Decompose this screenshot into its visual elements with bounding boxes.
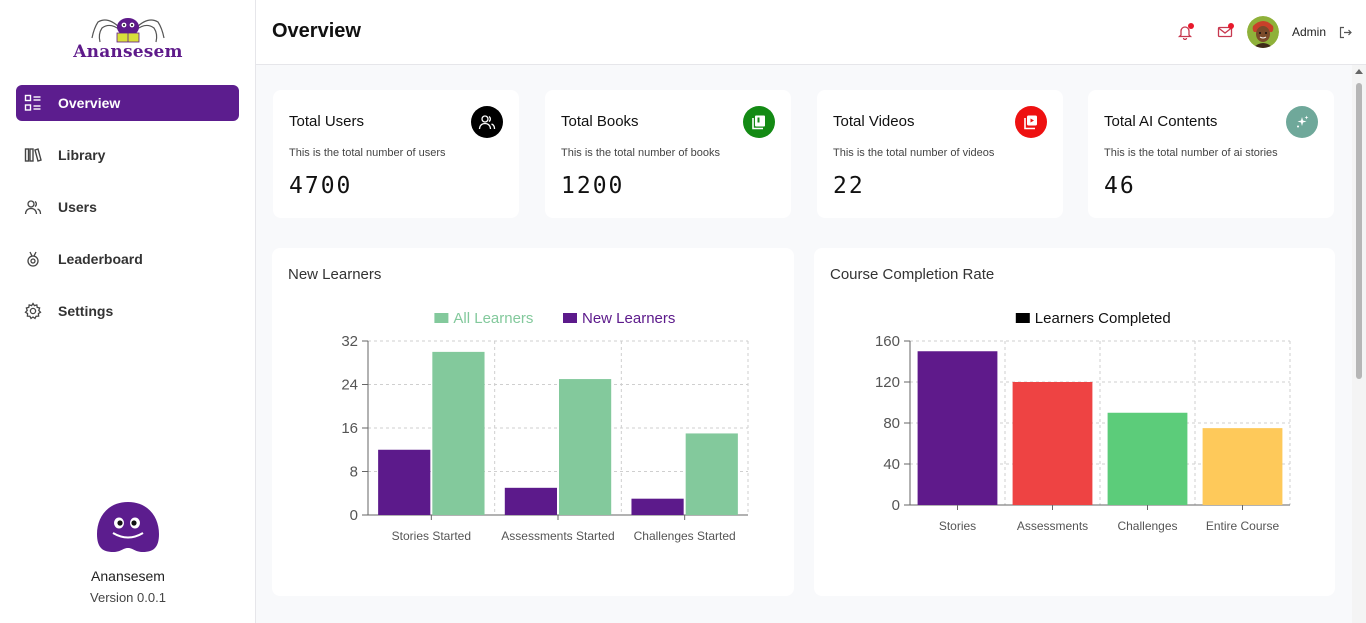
- sidebar-item-leaderboard[interactable]: Leaderboard: [16, 241, 239, 277]
- sidebar-item-label: Library: [58, 147, 106, 163]
- messages-button[interactable]: [1215, 22, 1235, 42]
- card-description: This is the total number of videos: [833, 147, 995, 159]
- scrollbar-thumb[interactable]: [1356, 83, 1362, 379]
- library-icon: [24, 146, 42, 164]
- video-icon: [1015, 106, 1047, 138]
- sparkle-icon: [1286, 106, 1318, 138]
- bar: [1012, 382, 1093, 505]
- completion-panel: Course Completion Rate Learners Complete…: [814, 248, 1335, 596]
- mascot-icon: [95, 500, 161, 554]
- y-tick-label: 8: [350, 464, 358, 481]
- scrollbar[interactable]: [1352, 65, 1366, 623]
- message-dot: [1227, 23, 1234, 29]
- page-title: Overview: [272, 20, 361, 42]
- stat-card-ai-contents: Total AI Contents This is the total numb…: [1088, 90, 1334, 218]
- bar: [631, 498, 684, 515]
- sidebar-item-settings[interactable]: Settings: [16, 293, 239, 329]
- bell-icon: [1177, 26, 1193, 40]
- x-tick-label: Entire Course: [1206, 519, 1280, 533]
- card-value: 46: [1104, 173, 1136, 199]
- sidebar-nav: Overview Library Users Leaderboard Setti…: [16, 85, 239, 345]
- x-tick-label: Challenges Started: [634, 529, 736, 543]
- stat-card-videos: Total Videos This is the total number of…: [817, 90, 1063, 218]
- card-title: Total AI Contents: [1104, 113, 1218, 130]
- y-tick-label: 0: [350, 507, 358, 524]
- top-header: Overview Admin: [256, 0, 1366, 65]
- header-actions: Admin: [1175, 16, 1352, 48]
- legend-label: All Learners: [453, 310, 533, 327]
- stat-card-books: Total Books This is the total number of …: [545, 90, 791, 218]
- logout-icon: [1339, 26, 1352, 38]
- card-title: Total Videos: [833, 113, 915, 130]
- y-tick-label: 32: [341, 333, 358, 350]
- bar: [917, 351, 998, 505]
- legend-swatch: [1015, 313, 1030, 323]
- bar: [504, 487, 557, 515]
- bar: [559, 379, 612, 515]
- brand-version: Version 0.0.1: [90, 590, 166, 605]
- spider-logo-icon: [91, 18, 165, 43]
- sidebar-item-label: Overview: [58, 95, 121, 111]
- sidebar-item-label: Settings: [58, 303, 114, 319]
- stat-card-users: Total Users This is the total number of …: [273, 90, 519, 218]
- users-icon: [24, 198, 42, 216]
- y-tick-label: 80: [883, 415, 900, 432]
- settings-icon: [24, 302, 42, 320]
- x-tick-label: Challenges: [1117, 519, 1177, 533]
- notifications-button[interactable]: [1175, 22, 1195, 42]
- card-description: This is the total number of books: [561, 147, 720, 159]
- avatar[interactable]: [1246, 16, 1279, 48]
- panel-title: New Learners: [288, 266, 382, 283]
- bar: [378, 449, 431, 515]
- completion-chart: Learners Completed 0 40 80 120 160 Stories Asse…: [875, 310, 1291, 533]
- notification-dot: [1187, 23, 1194, 29]
- card-title: Total Users: [289, 113, 365, 130]
- sidebar-item-library[interactable]: Library: [16, 137, 239, 173]
- card-description: This is the total number of users: [289, 147, 446, 159]
- brand-name: Anansesem: [91, 568, 165, 584]
- user-name: Admin: [1291, 25, 1326, 39]
- card-value: 4700: [289, 173, 353, 199]
- app-logo[interactable]: Anansesem: [70, 14, 186, 66]
- overview-icon: [24, 94, 42, 112]
- sidebar-item-overview[interactable]: Overview: [16, 85, 239, 121]
- y-tick-label: 0: [892, 497, 900, 514]
- new-learners-panel: New Learners All Learners New Learners 0 8 1…: [272, 248, 794, 596]
- y-tick-label: 16: [341, 420, 358, 437]
- y-tick-label: 40: [883, 456, 900, 473]
- bar: [685, 433, 738, 515]
- y-tick-label: 160: [875, 333, 900, 350]
- scroll-up-arrow[interactable]: [1355, 69, 1363, 74]
- legend-label: New Learners: [582, 310, 675, 327]
- y-tick-label: 120: [875, 374, 900, 391]
- x-tick-label: Stories: [939, 519, 976, 533]
- mail-icon: [1217, 26, 1233, 38]
- users-icon: [471, 106, 503, 138]
- bar: [1202, 428, 1283, 505]
- x-tick-label: Stories Started: [392, 529, 471, 543]
- card-description: This is the total number of ai stories: [1104, 147, 1278, 159]
- sidebar-item-label: Users: [58, 199, 97, 215]
- sidebar: Anansesem Overview Library Users Leaderb…: [0, 0, 256, 623]
- legend-swatch: [434, 313, 449, 323]
- card-value: 1200: [561, 173, 625, 199]
- card-title: Total Books: [561, 113, 639, 130]
- panel-title: Course Completion Rate: [830, 266, 995, 283]
- card-value: 22: [833, 173, 865, 199]
- bar: [432, 351, 485, 515]
- x-tick-label: Assessments Started: [501, 529, 614, 543]
- legend-swatch: [563, 313, 577, 323]
- legend-label: Learners Completed: [1035, 310, 1171, 327]
- brand-footer: Anansesem Version 0.0.1: [0, 500, 256, 605]
- books-icon: [743, 106, 775, 138]
- logout-button[interactable]: [1338, 22, 1352, 42]
- x-tick-label: Assessments: [1017, 519, 1088, 533]
- y-tick-label: 24: [341, 377, 358, 394]
- logo-text: Anansesem: [73, 42, 183, 62]
- sidebar-item-label: Leaderboard: [58, 251, 143, 267]
- new-learners-chart: All Learners New Learners 0 8 16 24 32 Stories …: [341, 310, 749, 543]
- bar: [1107, 412, 1188, 505]
- sidebar-item-users[interactable]: Users: [16, 189, 239, 225]
- leaderboard-icon: [24, 250, 42, 268]
